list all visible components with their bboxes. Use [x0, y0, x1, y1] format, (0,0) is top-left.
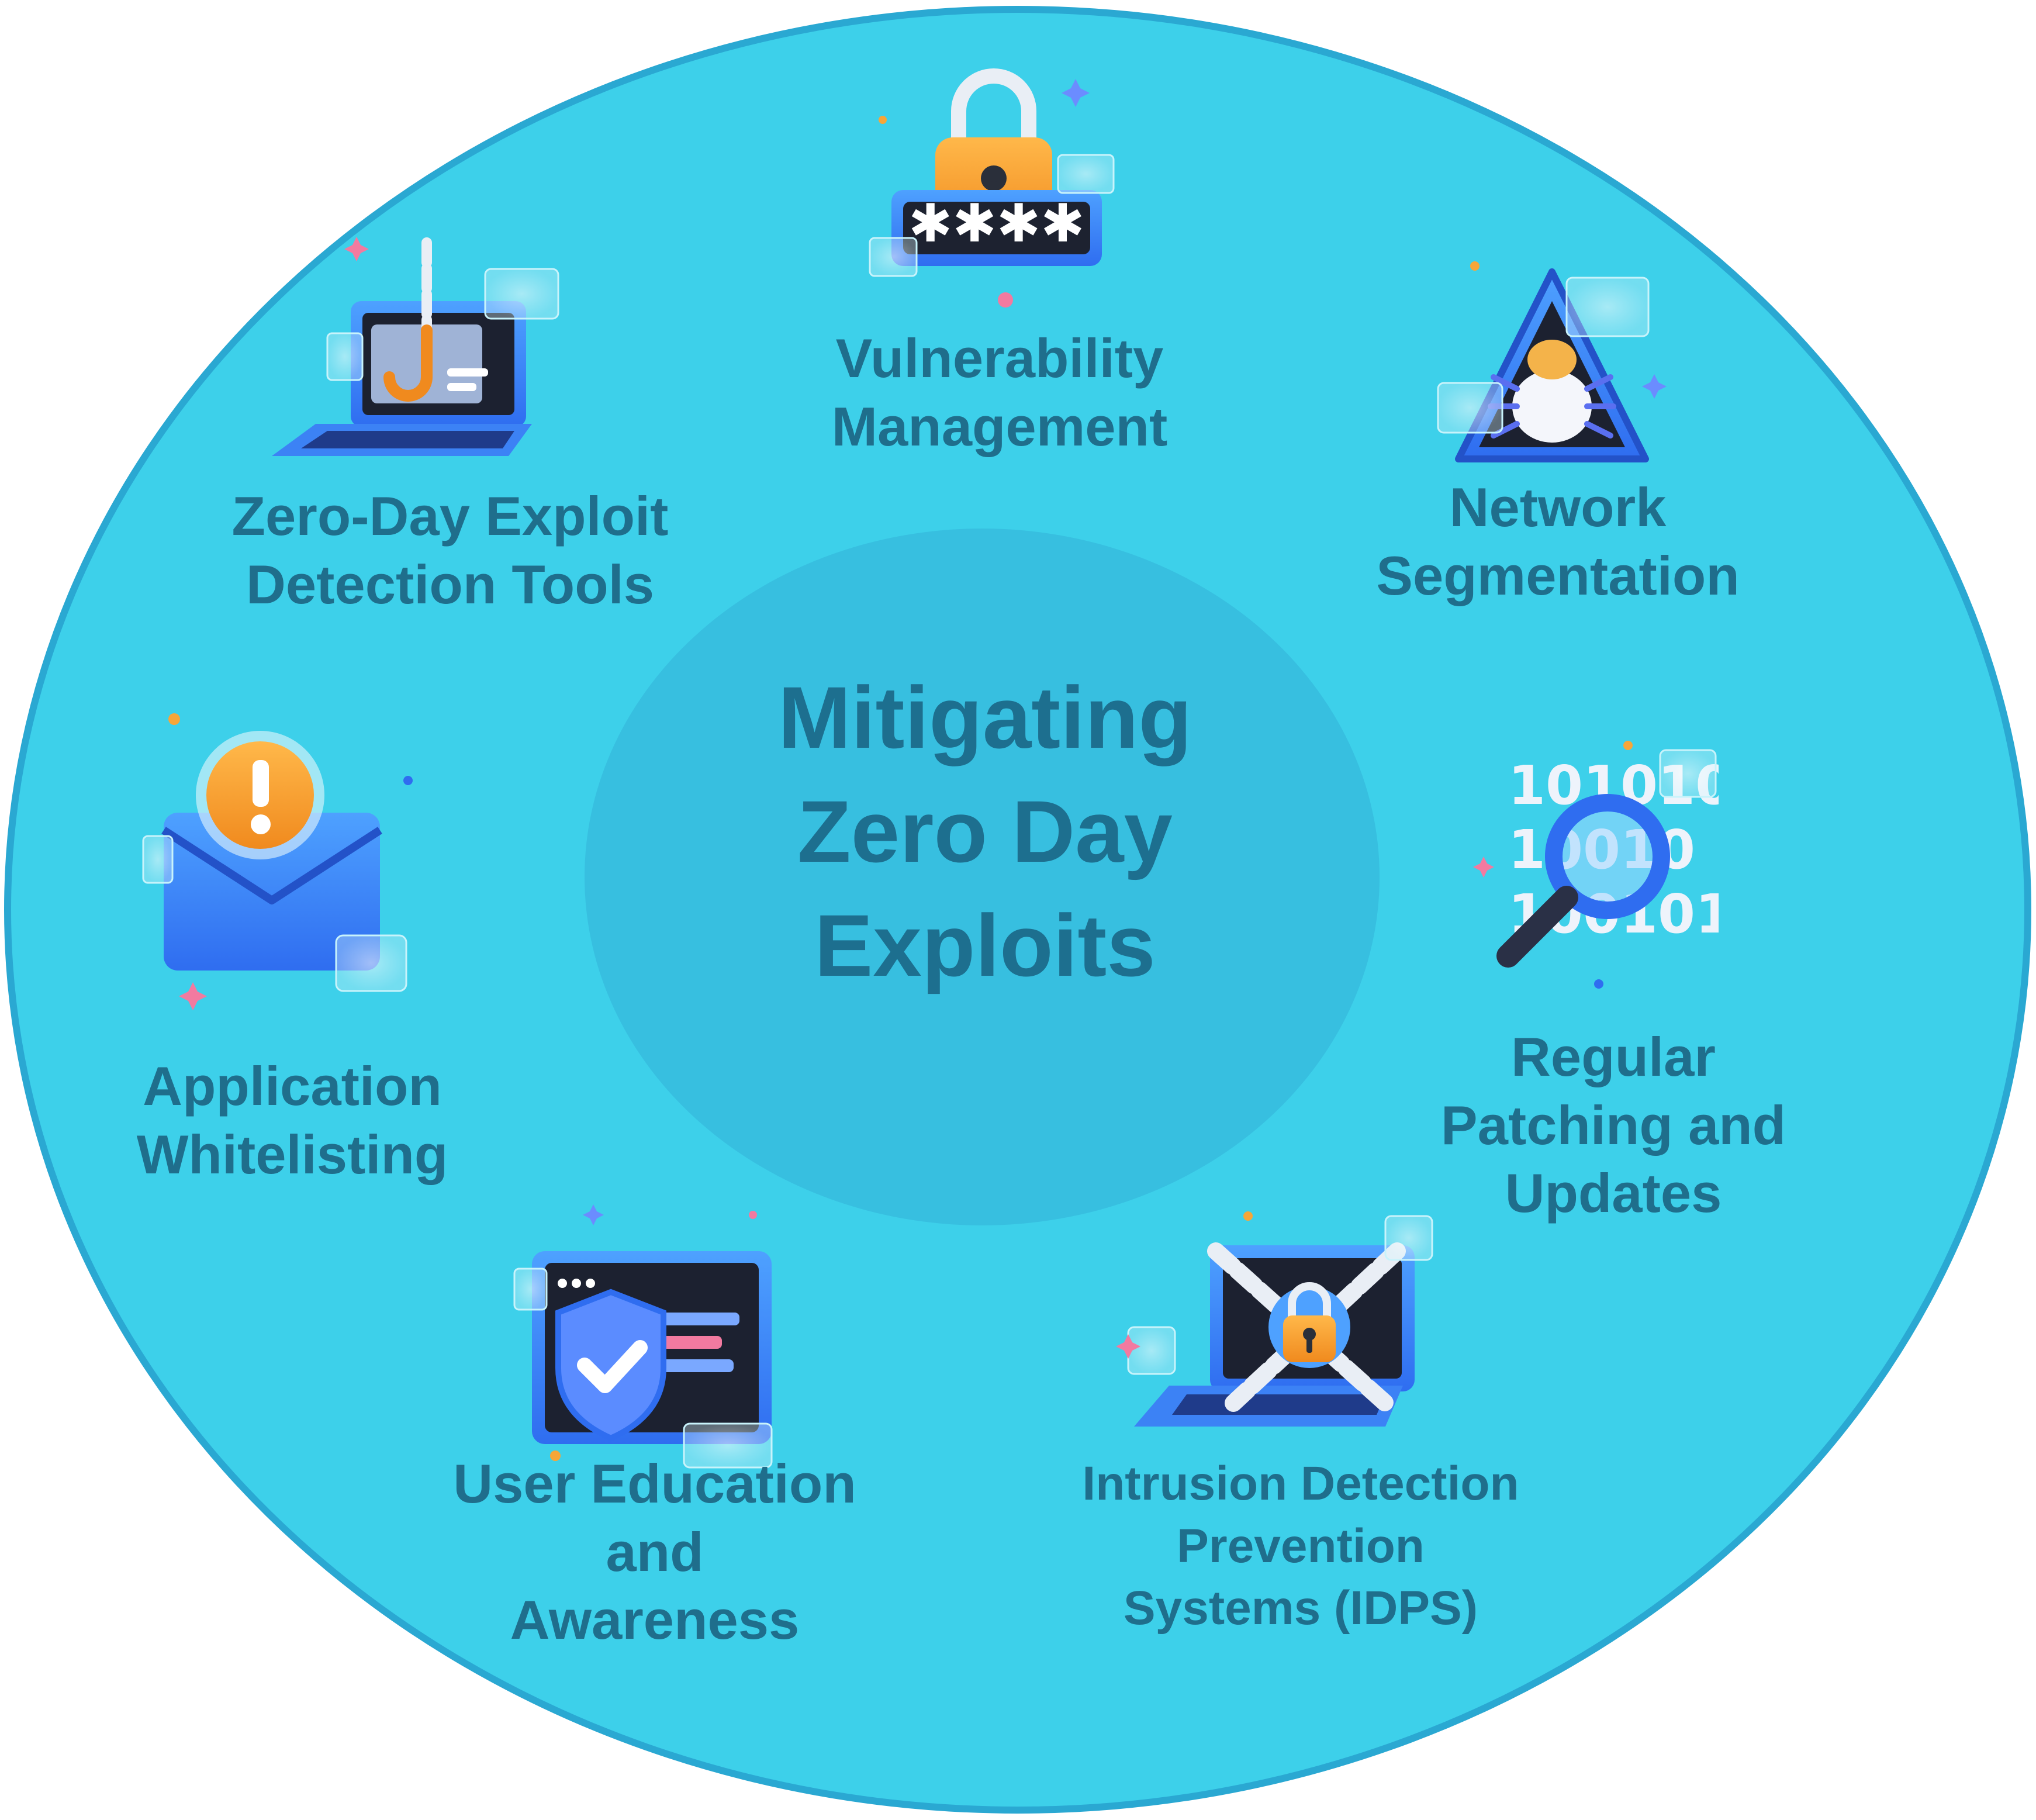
label-application-whitelisting: Application Whitelisting	[136, 1055, 448, 1185]
padlock-password-icon: ✱✱✱✱	[869, 68, 1115, 308]
label-user-education: User Education and Awareness	[453, 1453, 856, 1651]
label-zero-day-detection-tools: Zero-Day Exploit Detection Tools	[231, 485, 669, 615]
inner-circle	[585, 529, 1380, 1225]
label-network-segmentation: Network Segmentation	[1376, 476, 1740, 606]
svg-text:✱✱✱✱: ✱✱✱✱	[908, 193, 1085, 254]
label-idps: Intrusion Detection Prevention Systems (…	[1082, 1457, 1519, 1635]
center-title: Mitigating Zero Day Exploits	[777, 668, 1192, 994]
alert-envelope-icon	[142, 713, 413, 1010]
warning-bug-icon	[1437, 261, 1667, 462]
shield-check-icon	[513, 1204, 773, 1469]
binary-magnifier-icon: 101010 10010 100101	[1473, 741, 1719, 989]
label-regular-patching: Regular Patching and Updates	[1440, 1026, 1786, 1224]
phishing-laptop-icon	[272, 237, 559, 456]
chained-laptop-icon	[1116, 1211, 1433, 1427]
label-vulnerability-management: Vulnerability Management	[831, 327, 1168, 457]
